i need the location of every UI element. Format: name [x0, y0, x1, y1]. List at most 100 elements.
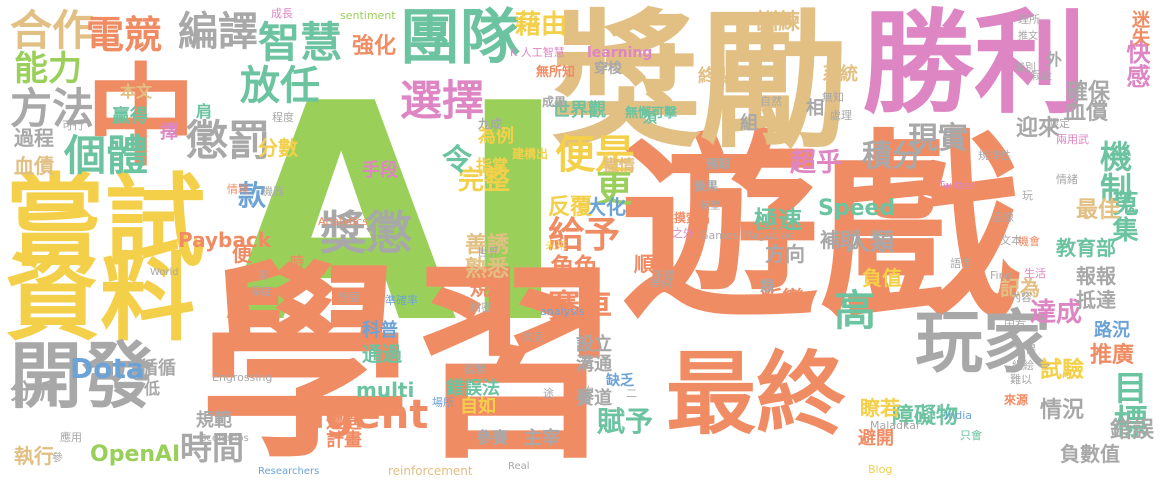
cloud-word: 錯誤法 — [446, 378, 500, 399]
cloud-word: 內容 — [1010, 291, 1032, 304]
cloud-word: 現實 — [908, 121, 968, 156]
cloud-word: 情況 — [1040, 398, 1085, 423]
cloud-word: Games Magazine — [700, 229, 795, 242]
cloud-word: 系統 — [822, 64, 858, 85]
cloud-word: 處理 — [830, 109, 852, 122]
cloud-word: Payback — [178, 228, 272, 252]
cloud-word: Dota — [70, 352, 145, 385]
cloud-word: 推文 — [1018, 31, 1038, 42]
cloud-word: 完整 — [458, 166, 511, 196]
cloud-word: 低 — [141, 380, 160, 396]
cloud-word: 設立 — [576, 334, 612, 355]
cloud-word: 成果 — [542, 95, 567, 109]
cloud-word: 團隊 — [400, 3, 520, 73]
cloud-word: 難以 — [1010, 373, 1032, 386]
cloud-word: 能力 — [14, 49, 82, 89]
cloud-word: K 人工智慧 — [510, 46, 565, 59]
cloud-word: 文本 — [1000, 234, 1022, 247]
cloud-word: 穿梭 — [594, 61, 622, 77]
cloud-word: 獎懲 — [320, 206, 412, 260]
cloud-word: 溝通 — [576, 354, 612, 375]
cloud-word: 血償 — [1064, 100, 1109, 125]
cloud-word: 可行 — [62, 119, 84, 132]
cloud-word: 精密 — [470, 301, 492, 314]
cloud-word: 迎來 — [1016, 116, 1061, 141]
cloud-word: 建構出 — [512, 147, 549, 161]
cloud-word: 路況 — [1094, 320, 1130, 341]
cloud-word: 更 — [596, 169, 633, 210]
cloud-word: 之外 — [672, 227, 694, 240]
cloud-word: 負值 — [862, 266, 902, 290]
cloud-word: 機會 — [1018, 235, 1040, 248]
cloud-word: 高 — [834, 286, 877, 335]
cloud-word: 確保 — [1066, 80, 1111, 105]
cloud-word: 時間 — [180, 429, 245, 467]
cloud-word: Scenarios — [200, 433, 249, 444]
cloud-word: multi — [356, 378, 415, 402]
cloud-word: 參 — [52, 451, 63, 464]
cloud-word: 學習 — [200, 242, 621, 482]
cloud-word: India — [945, 409, 972, 422]
cloud-word: 電競 — [86, 13, 163, 57]
cloud-word: 情境 — [227, 183, 249, 196]
cloud-word: Real — [508, 461, 530, 472]
cloud-word: 機器 — [262, 185, 284, 198]
cloud-word: 未來 — [545, 239, 567, 252]
cloud-word: 給予 — [548, 215, 621, 256]
cloud-word: 兩用武 — [1056, 133, 1089, 146]
cloud-word: 賽道 — [576, 388, 612, 409]
cloud-word: 熟悉 — [465, 257, 510, 282]
cloud-word: 成長 — [271, 7, 293, 20]
cloud-word: 固有 — [1004, 319, 1026, 332]
cloud-word: 遭遇 — [326, 412, 362, 433]
cloud-word: 來源 — [1004, 393, 1029, 407]
cloud-word: 分析 — [10, 380, 55, 405]
cloud-word: 快感 — [1122, 40, 1150, 88]
cloud-word: 無所知 — [536, 65, 576, 80]
cloud-word: 放任 — [240, 63, 320, 109]
cloud-word: 智慧 — [258, 18, 343, 67]
cloud-word: 過程 — [14, 126, 54, 150]
cloud-word: 預期 — [706, 157, 731, 171]
cloud-word: 極速 — [754, 206, 802, 234]
cloud-word: 規則 — [470, 276, 510, 300]
cloud-word: 循循 — [140, 358, 176, 379]
cloud-word: 訓練 — [756, 10, 801, 35]
cloud-word: 令 — [442, 143, 472, 178]
cloud-word: 世界觀 — [552, 100, 606, 121]
cloud-word: 資料 — [5, 244, 196, 354]
cloud-word: 化 — [352, 147, 366, 163]
cloud-word: AI — [225, 40, 569, 389]
cloud-word: 相 — [806, 98, 824, 119]
cloud-word: Find — [990, 269, 1013, 282]
cloud-word: 限定 — [1048, 117, 1070, 130]
cloud-word: 自然 — [760, 95, 782, 108]
cloud-word: 組 — [740, 113, 758, 134]
cloud-word: 摸索出 — [674, 211, 711, 225]
cloud-word: 生活 — [1024, 267, 1046, 280]
cloud-word: 目標 — [1107, 370, 1147, 438]
cloud-word: 善誘 — [465, 233, 510, 258]
cloud-word: Twitter — [938, 179, 975, 192]
cloud-word: 贏得 — [112, 106, 148, 127]
cloud-word: 語言 — [950, 257, 972, 270]
cloud-word: 應用 — [60, 431, 82, 444]
cloud-word: 須 — [641, 110, 657, 124]
cloud-word: 超乎 — [790, 148, 843, 178]
cloud-word: 缺乏 — [606, 373, 634, 389]
cloud-word: 分數 — [258, 136, 298, 160]
cloud-word: 細絵 — [1012, 359, 1034, 372]
cloud-word: 教育部 — [1056, 236, 1116, 260]
cloud-word: 記為 — [1000, 276, 1040, 300]
cloud-word: 外 — [1046, 50, 1063, 69]
cloud-word: 迷失 — [1129, 10, 1150, 46]
cloud-word: Maladkar — [870, 419, 921, 432]
cloud-word: 達成 — [1030, 298, 1083, 328]
cloud-word: 只會 — [960, 429, 982, 442]
cloud-word: 肩 — [196, 102, 213, 121]
cloud-word: 負數值 — [1060, 442, 1120, 466]
cloud-word: 最終 — [666, 342, 846, 447]
cloud-word: 常 — [258, 269, 269, 282]
cloud-word: 次 — [583, 385, 594, 398]
cloud-word: 補助 — [820, 228, 860, 252]
